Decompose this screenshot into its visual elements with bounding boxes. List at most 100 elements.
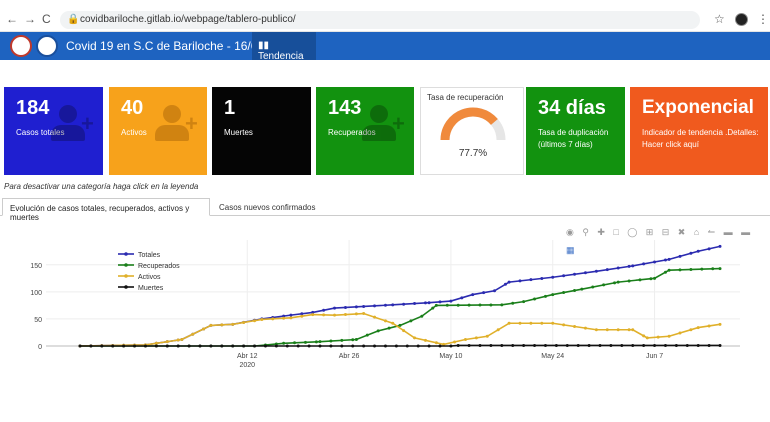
tendencia-button[interactable]: ▮▮ Tendencia <box>252 32 316 62</box>
series-point-activos <box>631 328 635 332</box>
series-point-activos <box>253 319 257 323</box>
back-icon[interactable]: ← <box>6 12 18 26</box>
legend-item-muertes[interactable]: Muertes <box>138 285 164 292</box>
series-point-totales <box>333 306 337 310</box>
series-point-totales <box>471 293 475 297</box>
x-tick-label: May 10 <box>439 353 462 360</box>
address-url[interactable]: covidbariloche.gitlab.io/webpage/tablero… <box>80 14 296 25</box>
card-casos-totales[interactable]: 184 Casos totales + <box>4 87 103 175</box>
series-point-recuperados <box>303 340 307 344</box>
series-point-activos <box>583 326 587 330</box>
card-activos[interactable]: 40 Activos + <box>109 87 207 175</box>
series-point-activos <box>322 313 326 317</box>
series-point-totales <box>562 274 566 278</box>
series-point-muertes <box>489 343 493 347</box>
card-label: Muertes <box>224 128 253 137</box>
card-value: 184 <box>16 97 50 119</box>
series-point-muertes <box>329 344 333 348</box>
series-point-activos <box>354 312 358 316</box>
series-point-totales <box>529 278 533 282</box>
series-point-activos <box>191 332 195 336</box>
gauge-title: Tasa de recuperación <box>427 93 504 102</box>
zoom-out-icon[interactable]: ⊟ <box>661 227 670 237</box>
legend-item-activos[interactable]: Activos <box>138 274 161 281</box>
profile-avatar[interactable] <box>735 13 748 26</box>
series-point-muertes <box>674 343 678 347</box>
series-point-recuperados <box>318 340 322 344</box>
series-point-activos <box>573 325 577 329</box>
series-point-activos <box>373 315 377 319</box>
camera-icon[interactable]: ◉ <box>566 227 574 237</box>
card-muertes[interactable]: 1 Muertes <box>212 87 311 175</box>
plot-modebar: ◉ ⚲ ✚ □ ◯ ⊞ ⊟ ✖ ⌂ ↼ ▬ ▬ ▦ <box>566 222 766 255</box>
legend-marker <box>124 274 128 278</box>
box-select-icon[interactable]: □ <box>613 227 619 237</box>
browser-menu-icon[interactable]: ⋮ <box>757 12 769 26</box>
series-point-activos <box>496 328 500 332</box>
series-point-muertes <box>500 343 504 347</box>
series-point-recuperados <box>613 281 617 285</box>
series-point-totales <box>627 264 631 268</box>
zoom-in-icon[interactable]: ⊞ <box>645 227 654 237</box>
hover-closest-icon[interactable]: ▬ <box>723 227 733 237</box>
series-point-recuperados <box>718 267 722 271</box>
card-label-line2: (últimos 7 días) <box>538 140 593 149</box>
series-point-recuperados <box>511 301 515 305</box>
hover-compare-icon[interactable]: ▬ <box>741 227 751 237</box>
bookmark-star-icon[interactable]: ☆ <box>714 12 725 26</box>
x-tick-sublabel: 2020 <box>239 362 255 369</box>
series-point-totales <box>551 275 555 279</box>
address-bar[interactable]: 🔒 covidbariloche.gitlab.io/webpage/table… <box>60 11 700 29</box>
series-point-muertes <box>449 344 453 348</box>
series-point-recuperados <box>329 339 333 343</box>
series-line-muertes <box>80 344 720 347</box>
legend-item-recuperados[interactable]: Recuperados <box>138 263 180 270</box>
series-point-muertes <box>653 343 657 347</box>
tab-evolucion[interactable]: Evolución de casos totales, recuperados,… <box>2 198 210 222</box>
gauge-value: 77.7% <box>458 148 488 159</box>
tab-casos-nuevos[interactable]: Casos nuevos confirmados <box>219 203 316 212</box>
series-point-totales <box>594 269 598 273</box>
series-point-recuperados <box>340 338 344 342</box>
series-point-muertes <box>220 344 224 348</box>
plotly-logo-icon[interactable]: ▦ <box>566 245 575 255</box>
series-point-totales <box>300 312 304 316</box>
series-point-activos <box>154 341 158 345</box>
series-point-muertes <box>340 344 344 348</box>
series-point-totales <box>343 305 347 309</box>
forward-icon[interactable]: → <box>24 12 36 26</box>
series-point-activos <box>518 321 522 325</box>
spike-lines-icon[interactable]: ↼ <box>707 227 716 237</box>
zoom-icon[interactable]: ⚲ <box>582 227 589 237</box>
card-recuperados[interactable]: 143 Recuperados + <box>316 87 414 175</box>
tendencia-label: Tendencia <box>258 51 304 62</box>
series-point-activos <box>231 322 235 326</box>
reset-axes-icon[interactable]: ⌂ <box>693 227 700 237</box>
series-point-totales <box>373 304 377 308</box>
series-point-recuperados <box>689 268 693 272</box>
series-point-recuperados <box>314 340 318 344</box>
series-point-muertes <box>620 343 624 347</box>
series-point-muertes <box>143 344 147 348</box>
series-point-activos <box>540 321 544 325</box>
autoscale-icon[interactable]: ✖ <box>677 227 686 237</box>
series-point-recuperados <box>591 285 595 289</box>
series-point-recuperados <box>467 303 471 307</box>
browser-toolbar: ← → C 🔒 covidbariloche.gitlab.io/webpage… <box>0 8 770 32</box>
series-point-muertes <box>274 344 278 348</box>
series-point-totales <box>322 308 326 312</box>
series-point-totales <box>362 304 366 308</box>
reload-icon[interactable]: C <box>42 12 51 26</box>
series-point-activos <box>165 340 169 344</box>
card-value: 143 <box>328 97 362 119</box>
series-point-recuperados <box>500 303 504 307</box>
pan-icon[interactable]: ✚ <box>597 227 605 237</box>
series-point-muertes <box>707 343 711 347</box>
series-point-muertes <box>609 343 613 347</box>
lasso-icon[interactable]: ◯ <box>627 227 638 237</box>
series-point-muertes <box>394 344 398 348</box>
card-tendencia[interactable]: Exponencial Indicador de tendencia .Deta… <box>630 87 768 175</box>
card-duplicacion[interactable]: 34 días Tasa de duplicación (últimos 7 d… <box>526 87 625 175</box>
card-label-line2[interactable]: Hacer click aquí <box>642 140 699 149</box>
legend-item-totales[interactable]: Totales <box>138 252 161 259</box>
